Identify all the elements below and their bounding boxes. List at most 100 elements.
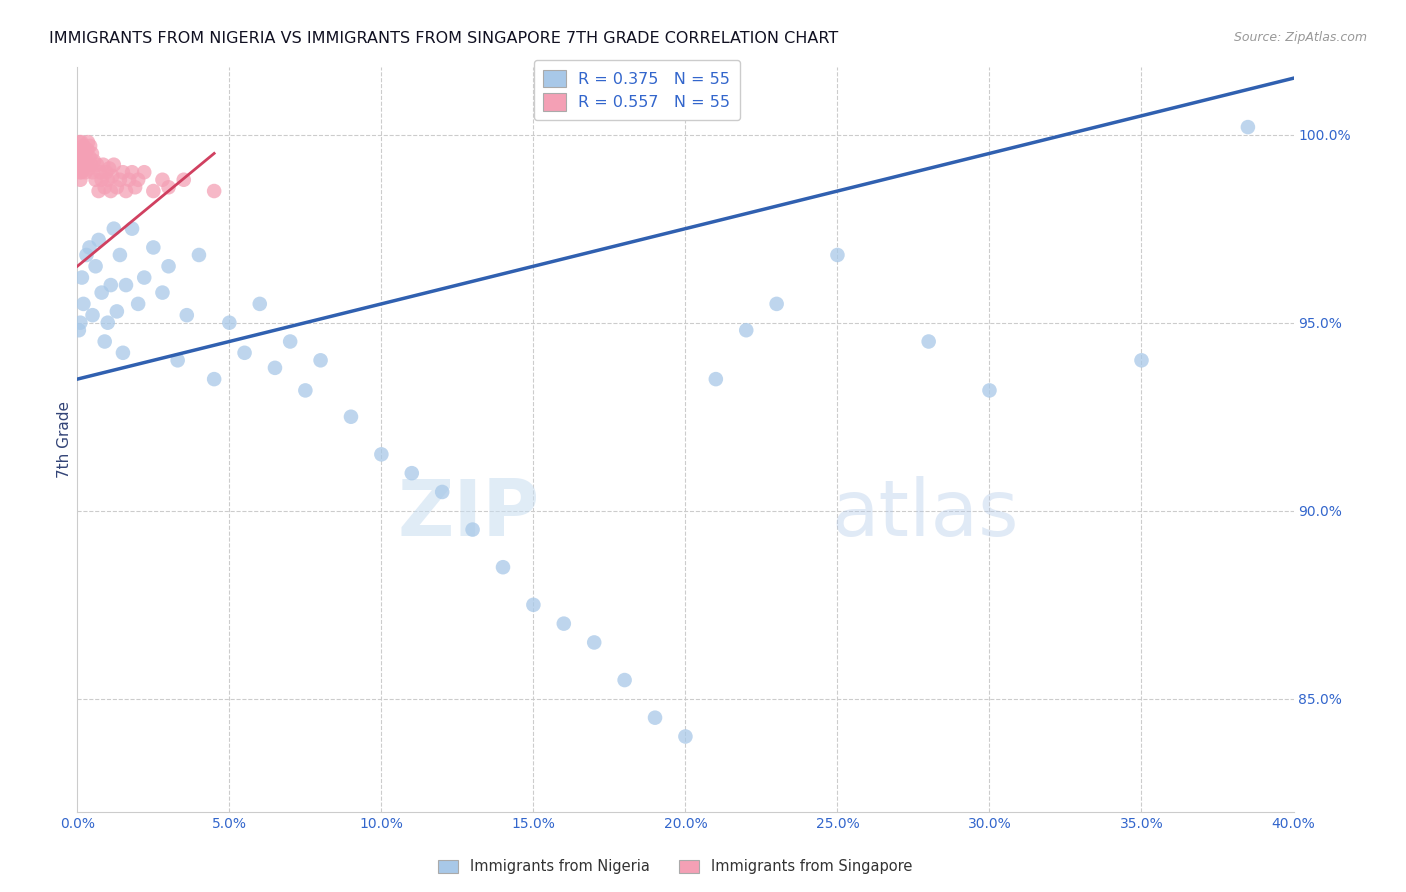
- Point: [432, 485, 454, 500]
- Point: [735, 323, 758, 337]
- Point: [70, 270, 93, 285]
- Point: [72, 139, 94, 153]
- Point: [918, 334, 941, 349]
- Y-axis label: 7th Grade: 7th Grade: [56, 401, 72, 478]
- Legend: Immigrants from Nigeria, Immigrants from Singapore: Immigrants from Nigeria, Immigrants from…: [432, 854, 918, 880]
- Point: [70, 143, 93, 157]
- Point: [79, 240, 101, 254]
- Point: [67, 146, 90, 161]
- Point: [89, 165, 111, 179]
- Point: [294, 384, 316, 398]
- Point: [202, 184, 225, 198]
- Point: [69, 316, 91, 330]
- Point: [97, 316, 120, 330]
- Point: [249, 297, 271, 311]
- Text: Source: ZipAtlas.com: Source: ZipAtlas.com: [1233, 31, 1367, 45]
- Point: [115, 278, 138, 293]
- Point: [157, 260, 180, 274]
- Point: [264, 360, 287, 375]
- Point: [100, 278, 122, 293]
- Point: [69, 135, 91, 149]
- Point: [97, 173, 120, 187]
- Point: [108, 248, 131, 262]
- Point: [675, 730, 697, 744]
- Point: [401, 466, 423, 480]
- Point: [370, 447, 392, 461]
- Point: [93, 180, 115, 194]
- Point: [613, 673, 636, 687]
- Point: [67, 323, 90, 337]
- Point: [121, 165, 143, 179]
- Point: [90, 173, 112, 187]
- Point: [176, 308, 198, 322]
- Point: [142, 240, 165, 254]
- Text: IMMIGRANTS FROM NIGERIA VS IMMIGRANTS FROM SINGAPORE 7TH GRADE CORRELATION CHART: IMMIGRANTS FROM NIGERIA VS IMMIGRANTS FR…: [49, 31, 838, 46]
- Point: [827, 248, 849, 262]
- Point: [1130, 353, 1153, 368]
- Point: [134, 270, 156, 285]
- Point: [124, 180, 146, 194]
- Point: [1237, 120, 1260, 134]
- Point: [461, 523, 484, 537]
- Point: [101, 169, 124, 183]
- Point: [157, 180, 180, 194]
- Point: [765, 297, 787, 311]
- Point: [142, 184, 165, 198]
- Point: [108, 173, 131, 187]
- Point: [70, 135, 93, 149]
- Point: [70, 153, 93, 168]
- Point: [93, 334, 115, 349]
- Point: [166, 353, 188, 368]
- Point: [202, 372, 225, 386]
- Point: [72, 297, 94, 311]
- Point: [75, 165, 97, 179]
- Point: [127, 297, 149, 311]
- Point: [91, 158, 114, 172]
- Point: [100, 184, 122, 198]
- Point: [492, 560, 515, 574]
- Point: [82, 165, 104, 179]
- Point: [69, 146, 91, 161]
- Point: [218, 316, 240, 330]
- Point: [80, 146, 103, 161]
- Point: [69, 173, 91, 187]
- Point: [72, 161, 94, 176]
- Point: [173, 173, 195, 187]
- Text: atlas: atlas: [831, 475, 1019, 552]
- Point: [77, 161, 100, 176]
- Point: [70, 146, 93, 161]
- Point: [86, 158, 108, 172]
- Point: [69, 158, 91, 172]
- Text: ZIP: ZIP: [398, 475, 540, 552]
- Point: [704, 372, 727, 386]
- Point: [644, 711, 666, 725]
- Point: [87, 233, 110, 247]
- Point: [84, 173, 107, 187]
- Point: [79, 139, 101, 153]
- Point: [73, 146, 96, 161]
- Point: [103, 221, 125, 235]
- Point: [75, 248, 97, 262]
- Point: [340, 409, 363, 424]
- Point: [84, 260, 107, 274]
- Point: [583, 635, 606, 649]
- Point: [87, 184, 110, 198]
- Point: [79, 150, 101, 164]
- Point: [90, 285, 112, 300]
- Point: [83, 153, 105, 168]
- Point: [152, 285, 174, 300]
- Point: [96, 165, 118, 179]
- Point: [111, 165, 134, 179]
- Point: [72, 150, 94, 164]
- Point: [75, 153, 97, 168]
- Point: [105, 304, 128, 318]
- Point: [73, 158, 96, 172]
- Point: [118, 173, 141, 187]
- Point: [127, 173, 149, 187]
- Point: [77, 135, 100, 149]
- Legend: R = 0.375   N = 55, R = 0.557   N = 55: R = 0.375 N = 55, R = 0.557 N = 55: [534, 60, 740, 120]
- Point: [80, 158, 103, 172]
- Point: [121, 221, 143, 235]
- Point: [152, 173, 174, 187]
- Point: [115, 184, 138, 198]
